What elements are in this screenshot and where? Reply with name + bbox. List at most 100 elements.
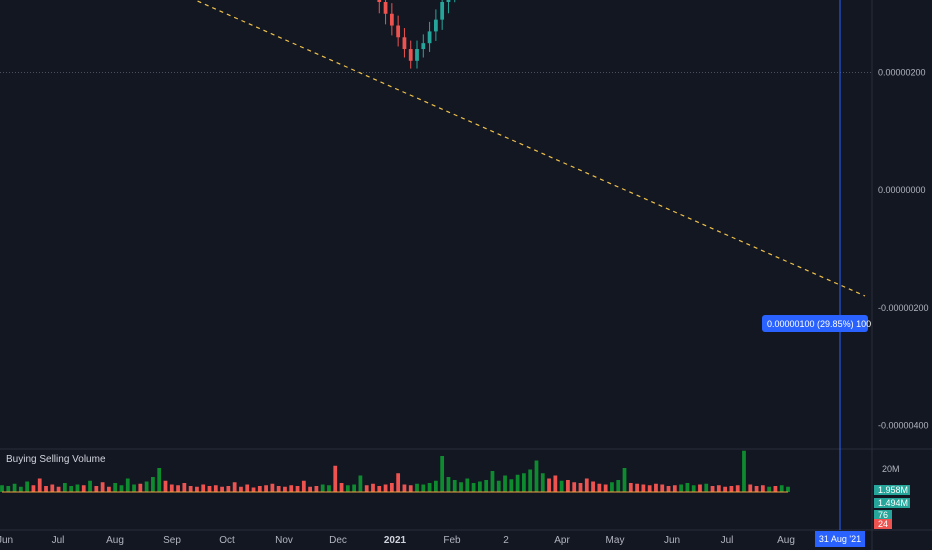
candlesticks (377, 0, 456, 69)
volume-bar (239, 486, 243, 492)
volume-bar (270, 483, 275, 492)
candle-body (408, 49, 413, 61)
candle-body (440, 2, 445, 20)
volume-indicator-title: Buying Selling Volume (6, 454, 106, 465)
volume-badge (874, 519, 892, 529)
volume-bar (735, 485, 740, 492)
volume-bar (572, 482, 577, 492)
volume-bar (81, 485, 86, 492)
volume-bar (547, 478, 551, 492)
volume-bar (389, 483, 394, 492)
volume-bar (396, 473, 401, 492)
time-tick-label: May (606, 535, 625, 546)
volume-bar (471, 483, 476, 492)
volume-bar (509, 479, 514, 492)
volume-bar (635, 483, 639, 492)
volume-bar (264, 485, 268, 492)
volume-bar (364, 485, 369, 492)
volume-bar (226, 486, 231, 492)
volume-bar (427, 483, 432, 492)
time-tick-label: Dec (329, 535, 347, 546)
volume-badge-text: 76 (878, 510, 888, 520)
volume-bar (779, 485, 784, 492)
volume-bar (107, 486, 111, 492)
volume-bar (232, 482, 237, 492)
volume-bar (345, 485, 350, 492)
volume-bar (540, 473, 545, 492)
volume-bar (151, 477, 155, 492)
candle-body (402, 37, 407, 50)
volume-bar (44, 486, 48, 492)
volume-bar (622, 468, 627, 492)
volume-badge (874, 485, 910, 495)
volume-bar (207, 486, 212, 492)
horizontal-levels (0, 0, 872, 530)
volume-bar (251, 487, 256, 492)
volume-bar (503, 475, 507, 492)
time-tick-label: Sep (163, 535, 181, 546)
volume-bar (786, 486, 790, 492)
volume-bar (6, 486, 11, 492)
time-tick-label: Jun (664, 535, 680, 546)
volume-bar (314, 486, 319, 492)
volume-bar (188, 486, 193, 492)
volume-bar (371, 483, 375, 492)
volume-bar (163, 480, 168, 492)
time-tick-label: Jun (0, 535, 13, 546)
volume-bar (62, 483, 67, 492)
volume-bar (446, 477, 451, 492)
time-tick-label: Nov (275, 535, 293, 546)
volume-bar (295, 486, 300, 492)
volume-bar (289, 485, 294, 492)
volume-bar (748, 484, 753, 492)
volume-bar (773, 486, 778, 492)
volume-bar (276, 486, 281, 492)
volume-bar (754, 486, 759, 492)
price-tick-label: -0.00000200 (878, 303, 929, 313)
volume-bar (691, 485, 696, 492)
time-tick-label: Aug (106, 535, 124, 546)
volume-bar (666, 486, 671, 492)
volume-bar (157, 468, 162, 492)
volume-bar (433, 480, 438, 492)
volume-bar (672, 485, 677, 492)
volume-bar (767, 486, 772, 492)
volume-bar (138, 483, 143, 492)
volume-bar (578, 483, 583, 492)
volume-bar (553, 475, 558, 492)
volume-bar (56, 486, 61, 492)
volume-bar (710, 486, 715, 492)
volume-bar (88, 480, 92, 492)
volume-bar (113, 483, 118, 492)
volume-bar (377, 486, 382, 492)
volume-bar (195, 486, 199, 492)
volume-bar (402, 484, 407, 492)
volume-bar (37, 478, 42, 492)
volume-bar (352, 484, 357, 492)
volume-bar (100, 482, 105, 492)
volume-bar (522, 473, 526, 492)
volume-bar (12, 483, 17, 492)
volume-bar (459, 482, 463, 492)
dashed-trend-line (193, 0, 866, 297)
candle-body (383, 2, 388, 14)
volume-bar (610, 482, 614, 492)
volume-bar (358, 475, 363, 492)
volume-bar (125, 478, 130, 492)
volume-bar (339, 483, 344, 492)
candle-body (415, 49, 419, 61)
candle-body (396, 25, 401, 38)
volume-bar (176, 485, 180, 492)
volume-bar (628, 483, 633, 492)
volume-bar (723, 486, 728, 492)
time-axis[interactable]: Jun Jul Aug Sep Oct Nov Dec 2021 Feb 2 Apr May Jun Ju… (0, 531, 865, 547)
candle-body (389, 13, 394, 26)
volume-bar (484, 480, 489, 492)
volume-bar (257, 486, 262, 492)
volume-bar (75, 484, 80, 492)
price-axis[interactable]: 0.000032000.000030000.000028000.00002600… (873, 0, 931, 529)
volume-bar (144, 481, 149, 492)
volume-bar (25, 481, 30, 492)
